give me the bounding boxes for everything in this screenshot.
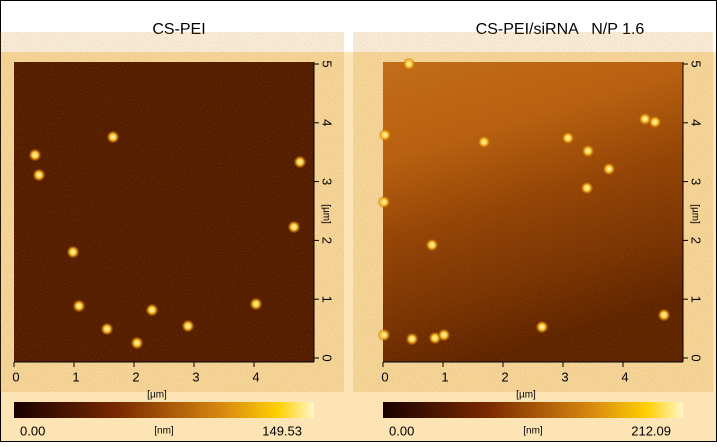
colorbar-max: 212.09 — [631, 423, 671, 438]
particle — [33, 169, 45, 181]
y-tick-label: 4 — [689, 119, 704, 126]
particle — [73, 300, 85, 312]
particle — [250, 298, 262, 310]
colorbar — [14, 402, 314, 418]
y-tick-label: 1 — [689, 296, 704, 303]
x-tick-label: 3 — [192, 369, 199, 384]
panel-title: CS-PEI/siRNA N/P 1.6 — [476, 21, 645, 38]
x-tick-label: 4 — [252, 369, 259, 384]
particle — [378, 329, 390, 341]
colorbar-min: 0.00 — [20, 423, 45, 438]
y-tick-label: 4 — [320, 119, 335, 126]
particle — [146, 304, 158, 316]
afm-texture — [383, 62, 683, 362]
x-tick-label: 4 — [621, 369, 628, 384]
colorbar-max: 149.53 — [262, 423, 302, 438]
particle — [182, 320, 194, 332]
x-tick-label: 0 — [12, 369, 19, 384]
particle — [131, 337, 143, 349]
x-tick-label: 3 — [561, 369, 568, 384]
y-unit: [µm] — [689, 204, 700, 224]
particle — [379, 129, 391, 141]
particle — [478, 136, 490, 148]
afm-texture — [14, 62, 314, 362]
particle — [107, 131, 119, 143]
x-unit: [µm] — [147, 390, 167, 401]
particle — [603, 163, 615, 175]
y-tick-label: 2 — [689, 237, 704, 244]
y-tick-label: 2 — [320, 237, 335, 244]
particle — [582, 145, 594, 157]
y-tick-label: 5 — [689, 60, 704, 67]
particle — [438, 329, 450, 341]
x-tick-label: 2 — [501, 369, 508, 384]
x-tick-label: 1 — [441, 369, 448, 384]
y-tick-label: 1 — [320, 296, 335, 303]
panel-title: CS-PEI — [152, 21, 205, 38]
y-tick-label: 5 — [320, 60, 335, 67]
y-tick-label: 3 — [689, 178, 704, 185]
x-unit: [µm] — [516, 390, 536, 401]
particle — [378, 196, 390, 208]
y-unit: [µm] — [320, 204, 331, 224]
colorbar-unit: [nm] — [154, 426, 174, 437]
colorbar-unit: [nm] — [523, 426, 543, 437]
particle — [658, 309, 670, 321]
particle — [581, 182, 593, 194]
particle — [101, 323, 113, 335]
x-tick-label: 2 — [132, 369, 139, 384]
y-tick-label: 0 — [689, 354, 704, 361]
colorbar-min: 0.00 — [389, 423, 414, 438]
particle — [639, 113, 651, 125]
particle — [562, 132, 574, 144]
y-tick-label: 0 — [320, 354, 335, 361]
particle — [288, 221, 300, 233]
particle — [29, 149, 41, 161]
x-tick-label: 0 — [381, 369, 388, 384]
particle — [403, 58, 415, 70]
particle — [67, 246, 79, 258]
x-tick-label: 1 — [72, 369, 79, 384]
y-tick-label: 3 — [320, 178, 335, 185]
particle — [536, 321, 548, 333]
colorbar — [383, 402, 683, 418]
particle — [426, 239, 438, 251]
particle — [406, 333, 418, 345]
particle — [649, 116, 661, 128]
particle — [294, 156, 306, 168]
